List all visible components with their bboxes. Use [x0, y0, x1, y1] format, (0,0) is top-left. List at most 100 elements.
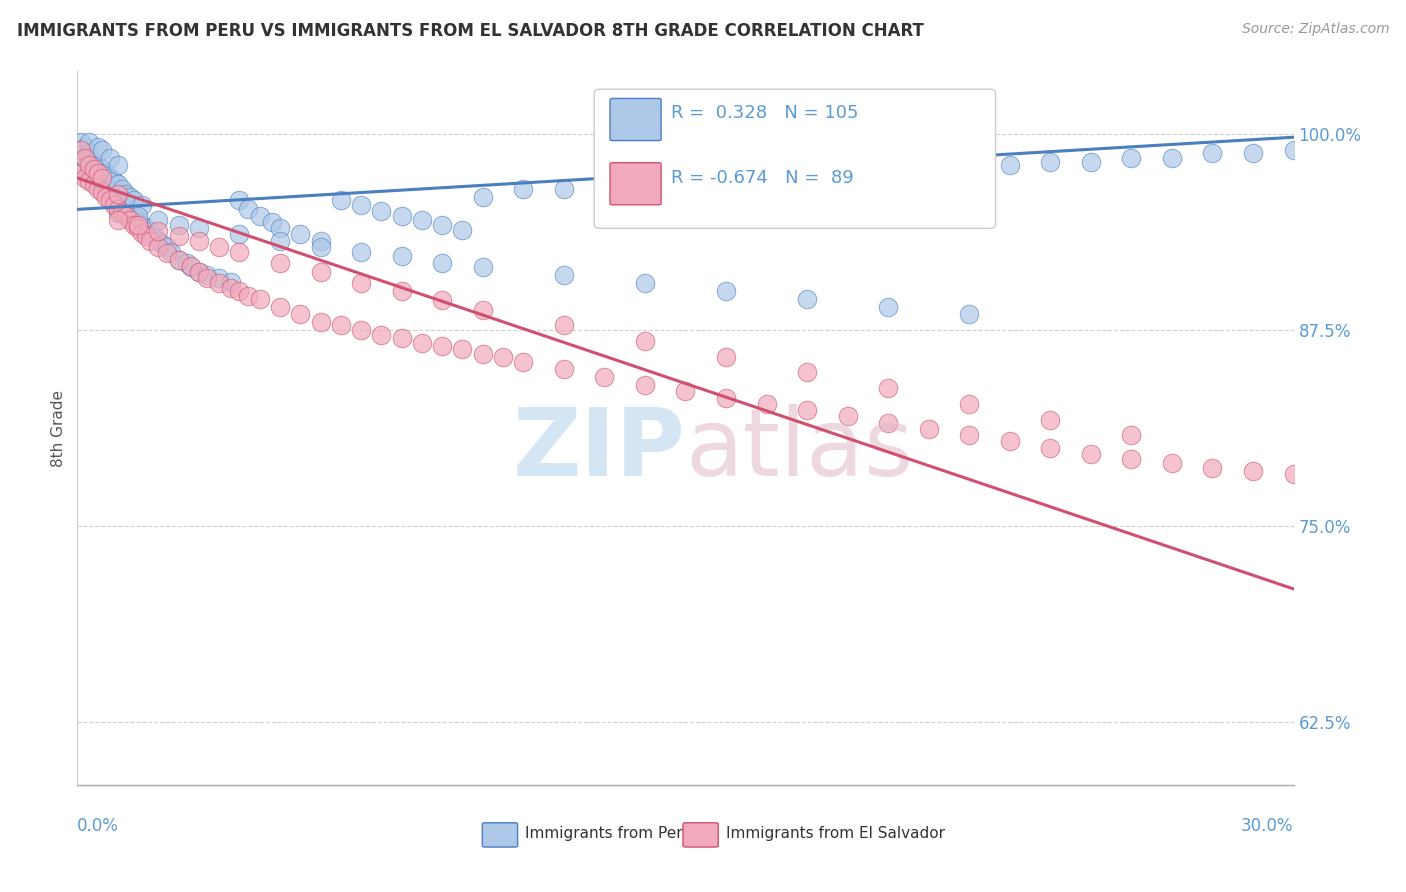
Point — [135, 229, 157, 244]
Point — [714, 284, 737, 298]
Point — [249, 292, 271, 306]
Point — [98, 171, 121, 186]
Point — [512, 182, 534, 196]
Text: R =  0.328   N = 105: R = 0.328 N = 105 — [671, 103, 858, 121]
FancyBboxPatch shape — [683, 822, 718, 847]
Point — [107, 213, 129, 227]
Point — [430, 256, 453, 270]
Point — [122, 218, 145, 232]
Point — [634, 174, 657, 188]
Point — [75, 171, 97, 186]
Point — [221, 275, 243, 289]
Point — [1080, 447, 1102, 461]
FancyBboxPatch shape — [610, 98, 661, 141]
Point — [180, 259, 202, 273]
Point — [208, 271, 231, 285]
Point — [1201, 461, 1223, 475]
Point — [86, 158, 108, 172]
Point — [957, 397, 980, 411]
Point — [957, 158, 980, 172]
Point — [127, 209, 149, 223]
Point — [111, 197, 134, 211]
Point — [796, 403, 818, 417]
Point — [139, 234, 162, 248]
Point — [107, 202, 129, 217]
Point — [269, 234, 291, 248]
Text: IMMIGRANTS FROM PERU VS IMMIGRANTS FROM EL SALVADOR 8TH GRADE CORRELATION CHART: IMMIGRANTS FROM PERU VS IMMIGRANTS FROM … — [17, 22, 924, 40]
Point — [290, 227, 312, 242]
Point — [75, 161, 97, 176]
Point — [391, 331, 413, 345]
Point — [86, 166, 108, 180]
Point — [79, 158, 101, 172]
Point — [1039, 441, 1062, 455]
Point — [70, 158, 93, 172]
Point — [155, 240, 177, 254]
Point — [837, 409, 859, 424]
Point — [103, 197, 125, 211]
Point — [90, 161, 112, 176]
Point — [957, 308, 980, 322]
Point — [1080, 155, 1102, 169]
Point — [188, 221, 211, 235]
Point — [553, 362, 575, 376]
Text: Immigrants from El Salvador: Immigrants from El Salvador — [725, 826, 945, 841]
Point — [391, 249, 413, 263]
Point — [755, 171, 778, 186]
Point — [796, 166, 818, 180]
Point — [714, 391, 737, 405]
Point — [79, 166, 101, 180]
Point — [269, 221, 291, 235]
Point — [1282, 467, 1305, 482]
Point — [1039, 155, 1062, 169]
Text: 30.0%: 30.0% — [1241, 817, 1294, 835]
Text: R = -0.674   N =  89: R = -0.674 N = 89 — [671, 169, 853, 187]
Point — [127, 221, 149, 235]
Point — [83, 155, 105, 169]
Point — [155, 246, 177, 260]
Point — [115, 186, 138, 201]
Point — [70, 143, 93, 157]
Point — [75, 151, 97, 165]
Point — [79, 135, 101, 149]
Point — [83, 178, 105, 192]
Point — [94, 190, 117, 204]
Point — [411, 213, 433, 227]
Point — [471, 302, 494, 317]
Point — [593, 370, 616, 384]
Point — [350, 276, 373, 290]
Point — [122, 193, 145, 207]
Point — [75, 139, 97, 153]
Point — [195, 271, 218, 285]
Point — [90, 171, 112, 186]
Point — [127, 218, 149, 232]
Text: Immigrants from Peru: Immigrants from Peru — [524, 826, 692, 841]
Point — [1121, 451, 1143, 466]
Point — [127, 213, 149, 227]
Point — [83, 171, 105, 186]
Point — [90, 143, 112, 157]
Point — [329, 193, 352, 207]
FancyBboxPatch shape — [595, 89, 995, 228]
Point — [430, 218, 453, 232]
Point — [1201, 145, 1223, 160]
Point — [634, 378, 657, 392]
Point — [131, 226, 153, 240]
Point — [70, 143, 93, 157]
Point — [471, 346, 494, 360]
Point — [86, 139, 108, 153]
Point — [796, 292, 818, 306]
Point — [228, 193, 250, 207]
Point — [103, 174, 125, 188]
Point — [918, 161, 941, 176]
Point — [118, 205, 141, 219]
Point — [451, 342, 474, 356]
Point — [118, 190, 141, 204]
Point — [107, 186, 129, 201]
Point — [107, 205, 129, 219]
Point — [998, 434, 1021, 449]
Point — [755, 397, 778, 411]
Point — [94, 182, 117, 196]
Point — [451, 223, 474, 237]
Point — [1161, 151, 1184, 165]
